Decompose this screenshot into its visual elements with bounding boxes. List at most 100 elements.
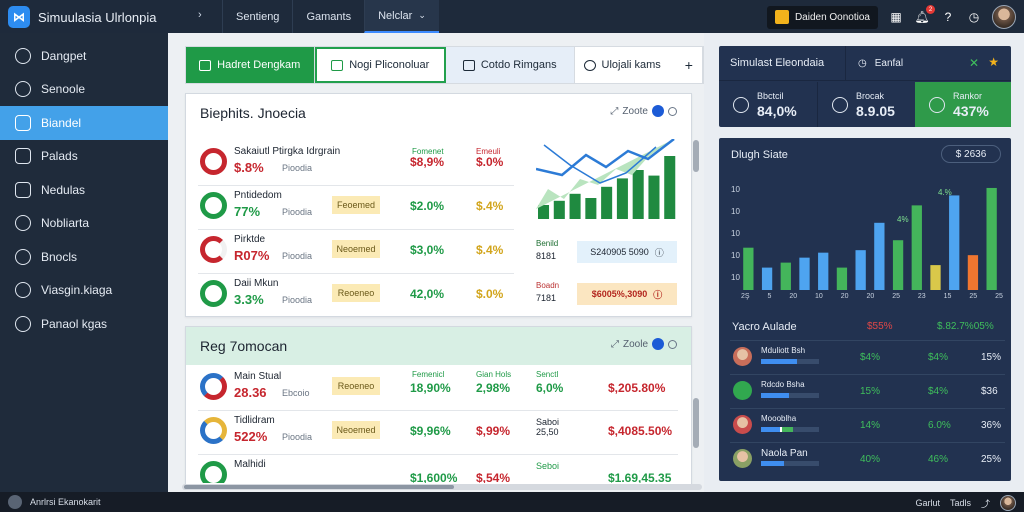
donut-icon (200, 192, 227, 219)
table-row[interactable]: Main Stual 28.36 Ebcoio Reoeneo 18,90% 2… (198, 365, 678, 411)
panel-icon (15, 148, 31, 165)
sidebar-item-label: Biandel (41, 115, 82, 130)
leaderboard-row[interactable]: Naola Pan 40% 46% 25% (730, 442, 1005, 474)
sidebar-item-7[interactable]: Viasgin.kiaga (0, 274, 168, 308)
table-row[interactable]: Pirktde R07% Pioodia Neoemed $3,0% $.4% (198, 228, 514, 274)
footer-left-text: Anrlrsi Ekanokarit (30, 497, 101, 507)
user-avatar[interactable] (1000, 495, 1016, 511)
zoom-control[interactable]: ⤢ Zoole (611, 338, 677, 350)
sidebar-item-6[interactable]: Bnocls (0, 240, 168, 274)
donut-icon (200, 461, 227, 483)
mini-chart-bar (616, 178, 628, 219)
chart-value-pill[interactable]: $ 2636 (941, 145, 1001, 163)
help-icon[interactable]: ? (944, 10, 952, 24)
sidebar-item-5[interactable]: Nobliarta (0, 207, 168, 241)
zoom-dot-icon (652, 105, 664, 117)
leaderboard-row[interactable]: Rdcdo Bsha 15% $4% $36 (730, 374, 1005, 406)
dashboard-button[interactable]: Daiden Oonotioa (766, 5, 878, 29)
mini-chart-bar (585, 198, 597, 219)
app-brand[interactable]: ⋈ Simuulasia Ulrlonpia (8, 6, 157, 28)
stats-subtitle-group[interactable]: ◷ Eanfal (846, 58, 903, 69)
stat-label: Brocak (856, 90, 885, 101)
tab-ulojali[interactable]: Ulojali kams + (575, 47, 703, 83)
x-tick-label: 15 (943, 293, 952, 300)
row-name: Daii Mkun (234, 278, 279, 289)
stat-value: 437% (953, 102, 989, 119)
info-box[interactable]: S240905 5090 ⓘ (577, 241, 677, 263)
vertical-scrollbar[interactable] (693, 140, 699, 172)
row-name: Pntidedom (234, 190, 282, 201)
mini-chart-bar (664, 156, 676, 219)
stat-card[interactable]: Rankor 437% (915, 82, 1011, 127)
row-value-2: $.4% (476, 199, 504, 213)
tab-hadret[interactable]: Hadret Dengkam (186, 47, 315, 83)
leaderboard-value-3: 15% (981, 352, 1002, 363)
sidebar-item-3[interactable]: Palads (0, 140, 168, 174)
tab-cotdo[interactable]: Cotdo Rimgans (446, 47, 575, 83)
status-badge: Feoemed (332, 196, 380, 214)
footer-link[interactable]: Garlut (915, 498, 940, 508)
sidebar-item-8[interactable]: Panaol kgas (0, 307, 168, 341)
stat-card[interactable]: Brocak 8.9.05 (817, 82, 915, 127)
key-icon (15, 248, 31, 265)
top-tab-2[interactable]: Nelclar ⌄ (364, 0, 439, 33)
vertical-scrollbar[interactable] (693, 398, 699, 448)
share-icon[interactable]: ⤴ (980, 498, 990, 509)
table-row[interactable]: Daii Mkun 3.3% Pioodia Reoeneo 42,0% $.0… (198, 272, 514, 318)
dashboard-icon (774, 10, 789, 24)
row-value-2: $.0% (476, 287, 504, 301)
progress-bar (761, 393, 819, 398)
donut-icon (200, 148, 227, 175)
star-icon[interactable]: ★ (988, 55, 999, 69)
scroll-thumb[interactable] (184, 485, 454, 489)
progress-fill (761, 427, 793, 432)
leaderboard-name: Moooblha (761, 414, 797, 423)
stat-label: Rankor (953, 90, 983, 101)
settings-icon[interactable] (8, 495, 22, 509)
tab-label: Ulojali kams (601, 59, 661, 71)
info-box[interactable]: $6005%,3090 ⓘ (577, 283, 677, 305)
table-row[interactable]: Malhidi $1,600% $,54% Seboi $1.69,45.35 (198, 453, 678, 483)
table-row[interactable]: Pntidedom 77% Pioodia Feoemed $2.0% $.4% (198, 184, 514, 230)
bell-icon[interactable]: 🔔︎ 2 (914, 5, 935, 25)
footer-link[interactable]: Tadls (949, 498, 971, 508)
info-box-value: S240905 5090 (590, 247, 649, 257)
clock-icon[interactable]: ◷ (968, 10, 980, 24)
mini-chart-bar (648, 175, 660, 219)
chevron-right-icon[interactable]: › (198, 9, 202, 21)
tab-nogi[interactable]: Nogi Pliconoluar (314, 47, 446, 83)
stat-icon (832, 97, 848, 113)
leaderboard-value-2: 46% (928, 454, 949, 465)
table-row[interactable]: Sakaiutl Ptirgka Idrgrain $.8% Pioodia $… (198, 140, 514, 186)
user-avatar[interactable] (992, 5, 1016, 29)
top-tab-1[interactable]: Gamants (292, 0, 364, 33)
stat-card[interactable]: Bbctcil 84,0% (719, 82, 817, 127)
main-panel: Hadret Dengkam Nogi Pliconoluar Cotdo Ri… (168, 33, 704, 492)
sidebar-item-4[interactable]: Nedulas (0, 173, 168, 207)
top-tab-0[interactable]: Sentieng (222, 0, 292, 33)
zoom-control[interactable]: ⤢ Zoote (610, 105, 677, 117)
row-value-1: $1,600% (410, 471, 458, 483)
avatar (733, 415, 752, 434)
x-tick-label: 25 (892, 293, 900, 300)
mini-chart-bar (632, 170, 644, 219)
sidebar-item-label: Nedulas (41, 182, 86, 197)
sidebar-item-0[interactable]: Dangpet (0, 39, 168, 73)
grid-icon[interactable]: ▦ (890, 10, 902, 24)
sidebar-item-1[interactable]: Senoole (0, 73, 168, 107)
row-value-2: $,54% (476, 471, 511, 483)
chart-bar (836, 267, 848, 290)
horizontal-scrollbar[interactable] (182, 484, 702, 490)
sidebar-item-2[interactable]: Biandel (0, 106, 168, 140)
avatar (733, 381, 752, 400)
leaderboard-value-3: 36% (981, 420, 1002, 431)
card-overview: Biephits. Jnoecia ⤢ Zoote Fomenet Emeuli … (185, 93, 692, 317)
leaderboard-value-2: $4% (928, 386, 949, 397)
leaderboard-name: Naola Pan (761, 448, 808, 459)
table-row[interactable]: Tidlidram 522% Pioodia Neoemed $9,96% $,… (198, 409, 678, 455)
pin-icon[interactable]: ✕ (968, 56, 979, 70)
leaderboard-row[interactable]: Mduliott Bsh $4% $4% 15% (730, 340, 1005, 372)
leaderboard-row[interactable]: Moooblha 14% 6.0% 36% (730, 408, 1005, 440)
progress-fill (761, 393, 789, 398)
add-tab-icon[interactable]: + (684, 57, 693, 73)
